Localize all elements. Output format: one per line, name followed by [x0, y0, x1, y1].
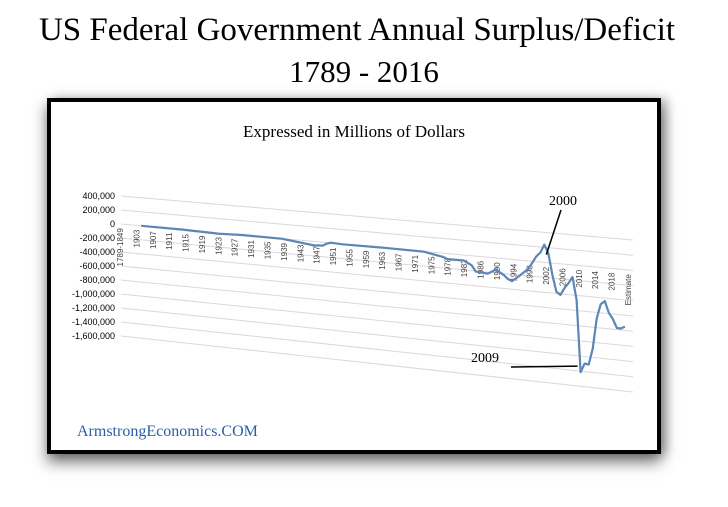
- x-tick-label: 1967: [395, 253, 404, 271]
- y-tick-label: 400,000: [82, 191, 115, 201]
- x-tick-label: 2018: [608, 272, 617, 290]
- y-tick-label: 200,000: [82, 205, 115, 215]
- x-tick-label: 1959: [362, 250, 371, 268]
- gridline: [120, 293, 634, 347]
- annotation-2000-pointer: [545, 209, 562, 255]
- x-tick-label: 1939: [280, 242, 289, 260]
- x-tick-label: 2014: [591, 271, 600, 289]
- y-tick-label: -800,000: [79, 275, 115, 285]
- x-tick-label: 1971: [411, 254, 420, 272]
- annotation-2009-pointer: [510, 365, 578, 368]
- y-tick-label: -1,200,000: [72, 303, 115, 313]
- x-tick-label: 1978: [444, 257, 453, 275]
- x-tick-label: 1975: [427, 256, 436, 274]
- y-tick-label: 0: [110, 219, 115, 229]
- annotation-2009-label: 2009: [471, 351, 499, 366]
- x-tick-label: 1955: [345, 248, 354, 266]
- deficit-chart: 400,000 200,000 0 -200,000 -400,000 -600,000 -…: [72, 191, 634, 393]
- x-tick-label: 1789-1849: [116, 228, 125, 267]
- x-tick-label: 2002: [542, 266, 551, 284]
- gridline: [120, 251, 634, 302]
- x-tick-label: 1982: [460, 259, 469, 277]
- y-tick-label: -200,000: [79, 233, 115, 243]
- y-tick-label: -400,000: [79, 247, 115, 257]
- x-tick-label: 1951: [329, 247, 338, 265]
- page-subtitle: 1789 - 2016: [289, 54, 439, 89]
- x-tick-label: 1907: [149, 231, 158, 249]
- gridline: [120, 321, 634, 378]
- y-tick-label: -1,400,000: [72, 317, 115, 327]
- gridline: [120, 279, 634, 332]
- gridline: [120, 209, 634, 256]
- x-tick-label: 1903: [132, 229, 141, 247]
- x-tick-label: 1994: [509, 263, 518, 281]
- annotation-2000-label: 2000: [549, 194, 577, 209]
- x-tick-label: 1998: [526, 265, 535, 283]
- watermark-text: ArmstrongEconomics.COM: [77, 423, 258, 440]
- series-line-deficit: [141, 224, 626, 374]
- gridline: [120, 335, 634, 393]
- x-tick-label: 2010: [575, 269, 584, 287]
- annotation-2000: 2000: [545, 194, 577, 255]
- x-tick-label: 1963: [378, 251, 387, 269]
- annotation-2009: 2009: [471, 351, 578, 368]
- page-title: US Federal Government Annual Surplus/Def…: [38, 12, 676, 48]
- y-tick-label: -1,600,000: [72, 331, 115, 341]
- gridline: [120, 265, 634, 317]
- x-tick-label: 1947: [313, 245, 322, 263]
- gridline: [120, 307, 634, 363]
- x-tick-label: Estimate: [624, 274, 633, 306]
- x-tick-label: 1915: [182, 234, 191, 252]
- y-tick-label: -1,000,000: [72, 289, 115, 299]
- x-tick-label: 1986: [477, 260, 486, 278]
- x-tick-label: 1919: [198, 235, 207, 253]
- x-tick-label: 1927: [231, 238, 240, 256]
- x-tick-label: 1923: [214, 237, 223, 255]
- x-tick-label: 1931: [247, 240, 256, 258]
- x-tick-label: 2006: [558, 268, 567, 286]
- x-tick-label: 1935: [264, 241, 273, 259]
- x-tick-label: 1943: [296, 244, 305, 262]
- gridline: [120, 195, 634, 241]
- chart-title: Expressed in Millions of Dollars: [243, 122, 465, 141]
- x-tick-label: 1911: [165, 232, 174, 250]
- y-tick-label: -600,000: [79, 261, 115, 271]
- chart-frame: 400,000 200,000 0 -200,000 -400,000 -600,000 -…: [47, 98, 661, 454]
- gridline: [120, 237, 634, 287]
